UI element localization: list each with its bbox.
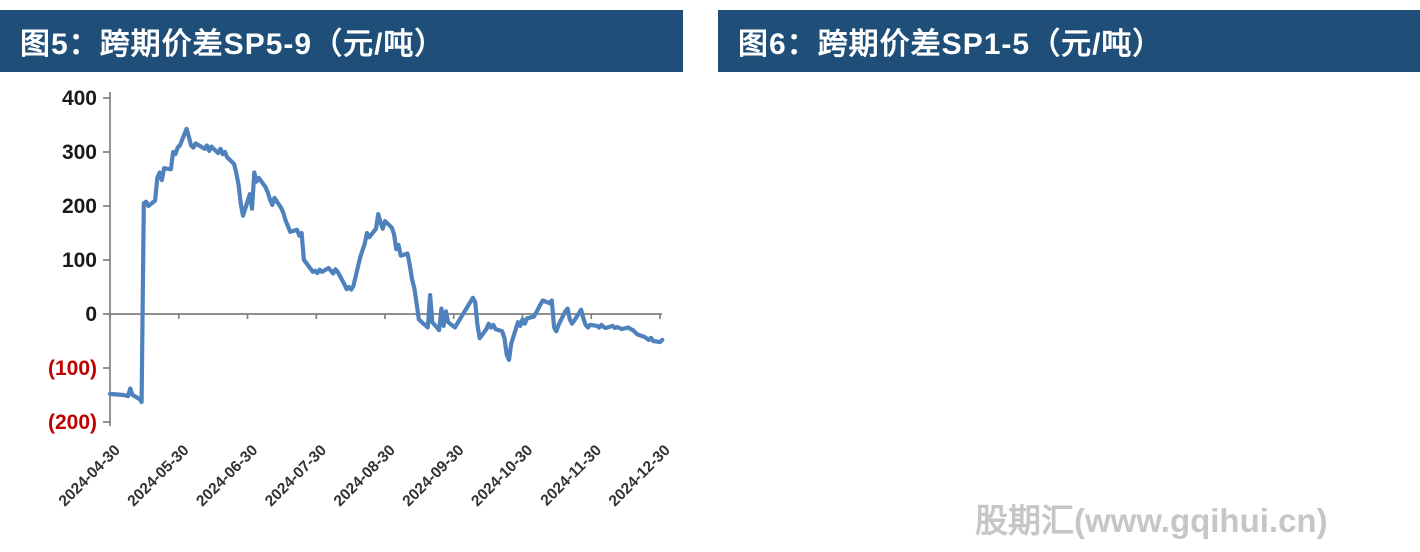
figure6-header-bar: 图6：跨期价差SP1-5（元/吨） [718, 10, 1420, 72]
x-tick-label: 2024-04-30 [56, 442, 124, 510]
y-tick-label: 400 [62, 87, 97, 110]
sp5-9-y-axis [103, 92, 111, 426]
y-tick-label: 0 [85, 303, 97, 326]
x-tick-label: 2024-07-30 [262, 442, 330, 510]
x-tick-label: 2024-09-30 [399, 442, 467, 510]
x-tick-label: 2024-05-30 [124, 442, 192, 510]
figure5-title: 图5：跨期价差SP5-9（元/吨） [20, 28, 446, 61]
figure6-title: 图6：跨期价差SP1-5（元/吨） [738, 28, 1164, 61]
figure6-panel: 图6：跨期价差SP1-5（元/吨） (200)(100)010020030040… [710, 0, 1420, 552]
y-tick-label: 300 [62, 141, 97, 164]
x-tick-label: 2024-11-30 [538, 442, 605, 509]
sp5-9-y-tick-labels: (200) (100) 0 100 200 300 400 [48, 87, 97, 434]
y-tick-label: 100 [62, 249, 97, 272]
y-tick-label: (100) [48, 357, 97, 380]
figure5-panel: 图5：跨期价差SP5-9（元/吨） (200) (100) 0 100 200 300 40… [0, 10, 700, 552]
sp5-9-x-tick-labels: 2024-04-30 2024-05-30 2024-06-30 2024-07-30… [56, 442, 674, 510]
y-tick-label: (200) [48, 411, 97, 434]
y-tick-label: 200 [62, 195, 97, 218]
x-tick-label: 2024-08-30 [331, 442, 399, 510]
figure5-chart-area: (200) (100) 0 100 200 300 400 2024-04-30 2024-05… [30, 78, 700, 552]
sp5-9-line-chart: (200) (100) 0 100 200 300 400 2024-04-30 2024-05… [48, 87, 674, 510]
site-watermark: 股期汇(www.gqihui.cn) [975, 502, 1328, 539]
figure5-header-bar: 图5：跨期价差SP5-9（元/吨） [0, 10, 683, 72]
x-tick-label: 2024-06-30 [193, 442, 261, 510]
x-tick-label: 2024-12-30 [606, 442, 674, 510]
x-tick-label: 2024-10-30 [468, 442, 536, 510]
sp5-9-series-line [107, 126, 665, 405]
